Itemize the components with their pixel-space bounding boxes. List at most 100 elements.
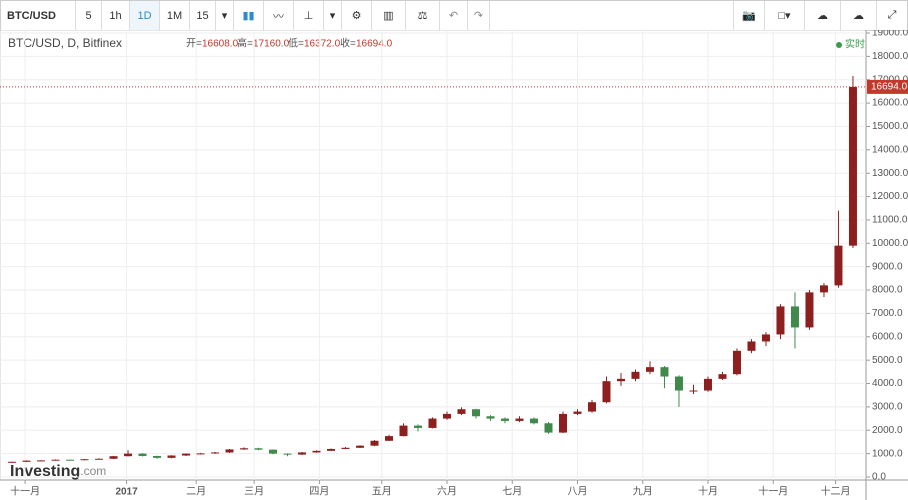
line-button[interactable]: 〰 xyxy=(264,1,294,30)
y-tick-label: 11000.0 xyxy=(872,215,908,226)
y-tick-label: 13000.0 xyxy=(872,168,908,179)
candle-body xyxy=(80,459,89,461)
x-tick-label: 二月 xyxy=(186,486,206,498)
candle-body xyxy=(703,378,712,391)
candle-body xyxy=(645,367,654,372)
legend-value: 16694.0 xyxy=(356,39,393,50)
candle-body xyxy=(790,306,799,328)
candle-body xyxy=(500,418,509,421)
dropdown[interactable]: ▾ xyxy=(216,1,234,30)
x-tick-label: 十月 xyxy=(698,485,718,498)
candle-body xyxy=(631,371,640,379)
interval[interactable]: 1M xyxy=(160,1,190,30)
candle-body xyxy=(22,460,31,462)
y-tick-label: 1000.0 xyxy=(872,448,903,459)
symbol-input[interactable]: BTC/USD xyxy=(1,1,76,30)
candle-body xyxy=(689,390,698,392)
compare-button[interactable]: ⚖ xyxy=(406,1,440,30)
candle-body xyxy=(805,292,814,328)
candle-body xyxy=(211,452,220,454)
candle-body xyxy=(515,418,524,421)
legend-label: 高= xyxy=(237,37,253,50)
candle-body xyxy=(341,447,350,449)
legend-label: 开= xyxy=(186,39,202,50)
candle-body xyxy=(370,440,379,446)
candle-body xyxy=(718,374,727,379)
candle-body xyxy=(819,285,828,293)
x-tick-label: 七月 xyxy=(502,486,522,498)
interval[interactable]: 15 xyxy=(190,1,216,30)
candle-body xyxy=(428,418,437,428)
last-price-box xyxy=(867,79,908,94)
undo-button[interactable]: ↶ xyxy=(440,1,468,30)
y-tick-label: 18000.0 xyxy=(872,51,908,62)
candle-body xyxy=(674,376,683,391)
candle-body xyxy=(602,381,611,403)
y-tick-label: 3000.0 xyxy=(872,402,903,413)
candle-body xyxy=(385,436,394,441)
candle-button[interactable]: ▮▮ xyxy=(234,1,264,30)
load-button[interactable]: ☁ xyxy=(805,1,841,30)
fullscreen-button[interactable]: ⤢ xyxy=(887,9,897,21)
candle-body xyxy=(616,378,625,382)
candle-body xyxy=(442,413,451,419)
indicators-button[interactable]: ▥ xyxy=(372,1,406,30)
save-button[interactable]: ☁ xyxy=(841,1,877,30)
redo-button[interactable]: ↷ xyxy=(468,1,490,30)
candle-body xyxy=(356,445,365,448)
legend-label: 低= xyxy=(288,37,304,50)
draw-button[interactable]: ⊥ xyxy=(294,1,324,30)
y-tick-label: 16000.0 xyxy=(872,98,908,109)
y-tick-label: 17000.0 xyxy=(872,74,908,85)
x-tick-label: 六月 xyxy=(437,486,457,498)
candle-body xyxy=(747,341,756,351)
candle-body xyxy=(240,448,249,450)
legend-value: 16372.0 xyxy=(304,39,341,50)
interval[interactable]: 5 xyxy=(76,1,102,30)
y-tick-label: 4000.0 xyxy=(872,378,903,389)
candle-body xyxy=(399,425,408,437)
candle-body xyxy=(225,449,234,453)
chart-title: BTC/USD, D, Bitfinex xyxy=(8,36,122,50)
candle-body xyxy=(153,455,162,458)
candle-body xyxy=(776,306,785,335)
y-tick-label: 12000.0 xyxy=(872,191,908,202)
candle-body xyxy=(66,459,75,461)
x-tick-label: 八月 xyxy=(567,486,587,498)
layout-button[interactable]: □▾ xyxy=(765,1,805,30)
candle-body xyxy=(51,459,60,461)
x-tick-label: 四月 xyxy=(309,486,329,498)
x-tick-label: 2017 xyxy=(115,487,138,498)
legend-label: 收= xyxy=(340,37,356,50)
candle-body xyxy=(573,411,582,414)
candle-body xyxy=(167,455,176,458)
x-tick-label: 十二月 xyxy=(821,485,851,498)
last-price-label: 16694.0 xyxy=(871,82,908,93)
y-tick-label: 10000.0 xyxy=(872,238,908,249)
snapshot-button[interactable]: 📷 xyxy=(733,1,765,30)
candle-body xyxy=(327,448,336,451)
candle-body xyxy=(529,418,538,424)
interval[interactable]: 1D xyxy=(130,1,160,30)
settings-button[interactable]: ⚙ xyxy=(342,1,372,30)
chart: BTC/USD, D, Bitfinex 开= 16608.0 高= 17160… xyxy=(0,30,908,500)
x-tick-label: 九月 xyxy=(633,486,653,498)
candle-body xyxy=(761,334,770,342)
x-tick-label: 十一月 xyxy=(10,485,40,498)
dropdown[interactable]: ▾ xyxy=(324,1,342,30)
x-tick-label: 五月 xyxy=(372,486,392,498)
interval[interactable]: 1h xyxy=(102,1,130,30)
candle-body xyxy=(124,453,133,457)
legend-value: 17160.0 xyxy=(253,39,290,50)
x-tick-label: 十一月 xyxy=(758,485,788,498)
candle-body xyxy=(848,86,857,246)
legend-value: 16608.0 xyxy=(202,39,239,50)
candle-body xyxy=(660,367,669,377)
candle-body xyxy=(182,453,191,456)
candle-body xyxy=(457,409,466,414)
y-tick-label: 0.0 xyxy=(872,472,886,483)
candle-body xyxy=(254,448,263,450)
y-tick-label: 14000.0 xyxy=(872,144,908,155)
candle-body xyxy=(37,460,46,462)
y-tick-label: 7000.0 xyxy=(872,308,903,319)
